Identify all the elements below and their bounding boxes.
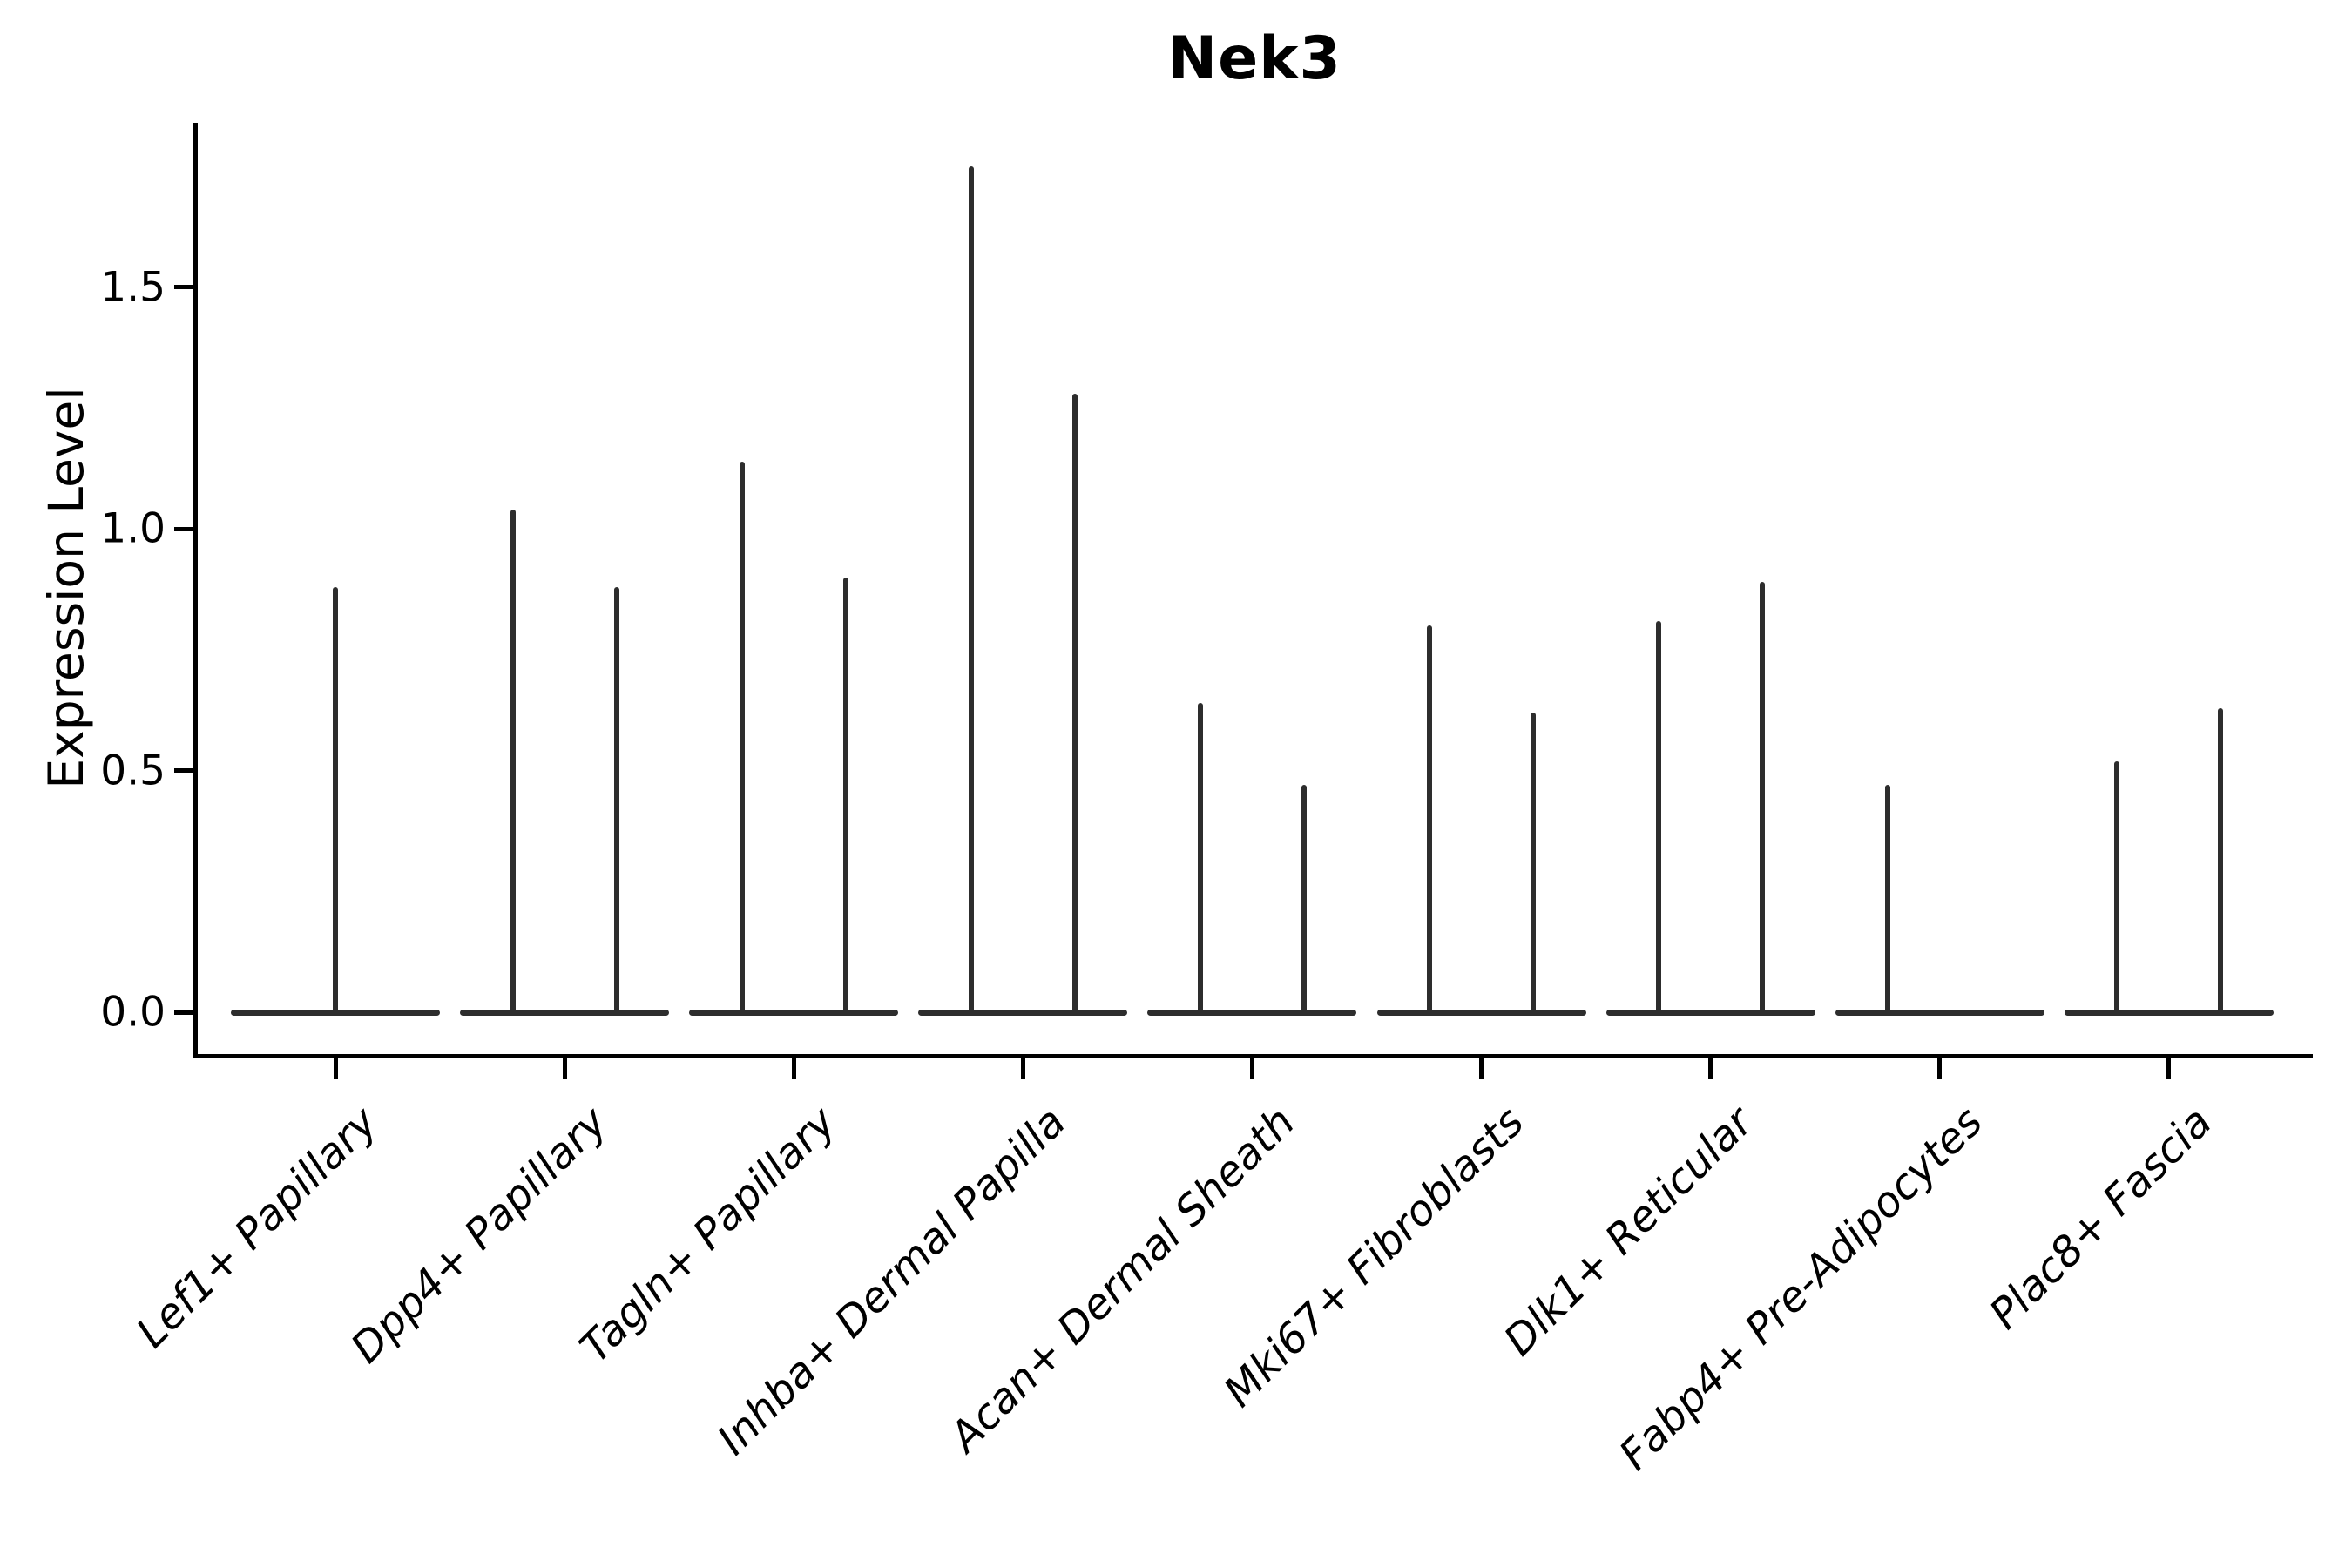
y-tick-mark bbox=[174, 526, 193, 531]
x-tick-mark bbox=[333, 1058, 338, 1079]
violin-baseline bbox=[918, 1009, 1128, 1016]
x-tick-label: Dpp4+ Papillary bbox=[341, 1098, 617, 1373]
violin-baseline bbox=[1147, 1009, 1357, 1016]
x-tick-label: Lef1+ Papillary bbox=[127, 1098, 388, 1358]
violin-spike bbox=[1656, 620, 1662, 1014]
violin-spike bbox=[1301, 785, 1307, 1014]
violin-spike bbox=[613, 586, 619, 1014]
violin-baseline bbox=[460, 1009, 670, 1016]
x-tick-mark bbox=[2166, 1058, 2172, 1079]
violin-spike bbox=[739, 461, 745, 1014]
violin-baseline bbox=[1605, 1009, 1815, 1016]
x-tick-mark bbox=[1020, 1058, 1025, 1079]
violin-spike bbox=[1760, 582, 1766, 1014]
chart-title: Nek3 bbox=[1167, 24, 1342, 93]
y-tick-label: 1.0 bbox=[100, 504, 166, 553]
violin-spike bbox=[842, 577, 848, 1014]
x-tick-label: Plac8+ Fascia bbox=[1979, 1098, 2221, 1339]
violin-spike bbox=[1071, 394, 1078, 1014]
violin-spike bbox=[968, 166, 974, 1014]
violin-spike bbox=[2218, 707, 2224, 1014]
violin-baseline bbox=[1835, 1009, 2044, 1016]
violin-spike bbox=[1885, 785, 1891, 1014]
violin-baseline bbox=[689, 1009, 899, 1016]
x-tick-label: Dlk1+ Reticular bbox=[1495, 1098, 1763, 1366]
x-tick-mark bbox=[1708, 1058, 1713, 1079]
y-tick-mark bbox=[174, 768, 193, 774]
y-tick-mark bbox=[174, 285, 193, 290]
violin-baseline bbox=[2064, 1009, 2274, 1016]
x-tick-label: Fabp4+ Pre-Adipocytes bbox=[1609, 1098, 1992, 1480]
x-tick-label: Tagln+ Papillary bbox=[571, 1098, 846, 1373]
x-tick-mark bbox=[1937, 1058, 1943, 1079]
violin-baseline bbox=[1376, 1009, 1586, 1016]
x-tick-mark bbox=[562, 1058, 567, 1079]
x-tick-mark bbox=[1479, 1058, 1484, 1079]
y-axis-spine bbox=[193, 123, 198, 1058]
violin-spike bbox=[510, 510, 516, 1014]
violin-spike bbox=[1531, 713, 1536, 1014]
x-tick-mark bbox=[791, 1058, 796, 1079]
y-axis-label: Expression Level bbox=[38, 387, 94, 789]
y-tick-label: 1.5 bbox=[100, 263, 166, 312]
y-tick-mark bbox=[174, 1010, 193, 1015]
violin-spike bbox=[1427, 625, 1432, 1014]
violin-spike bbox=[2114, 760, 2120, 1014]
violin-spike bbox=[1197, 703, 1203, 1014]
x-axis-spine bbox=[193, 1054, 2313, 1058]
y-tick-label: 0.5 bbox=[100, 747, 166, 795]
x-tick-mark bbox=[1249, 1058, 1254, 1079]
violin-spike bbox=[333, 586, 338, 1014]
y-tick-label: 0.0 bbox=[100, 988, 166, 1037]
